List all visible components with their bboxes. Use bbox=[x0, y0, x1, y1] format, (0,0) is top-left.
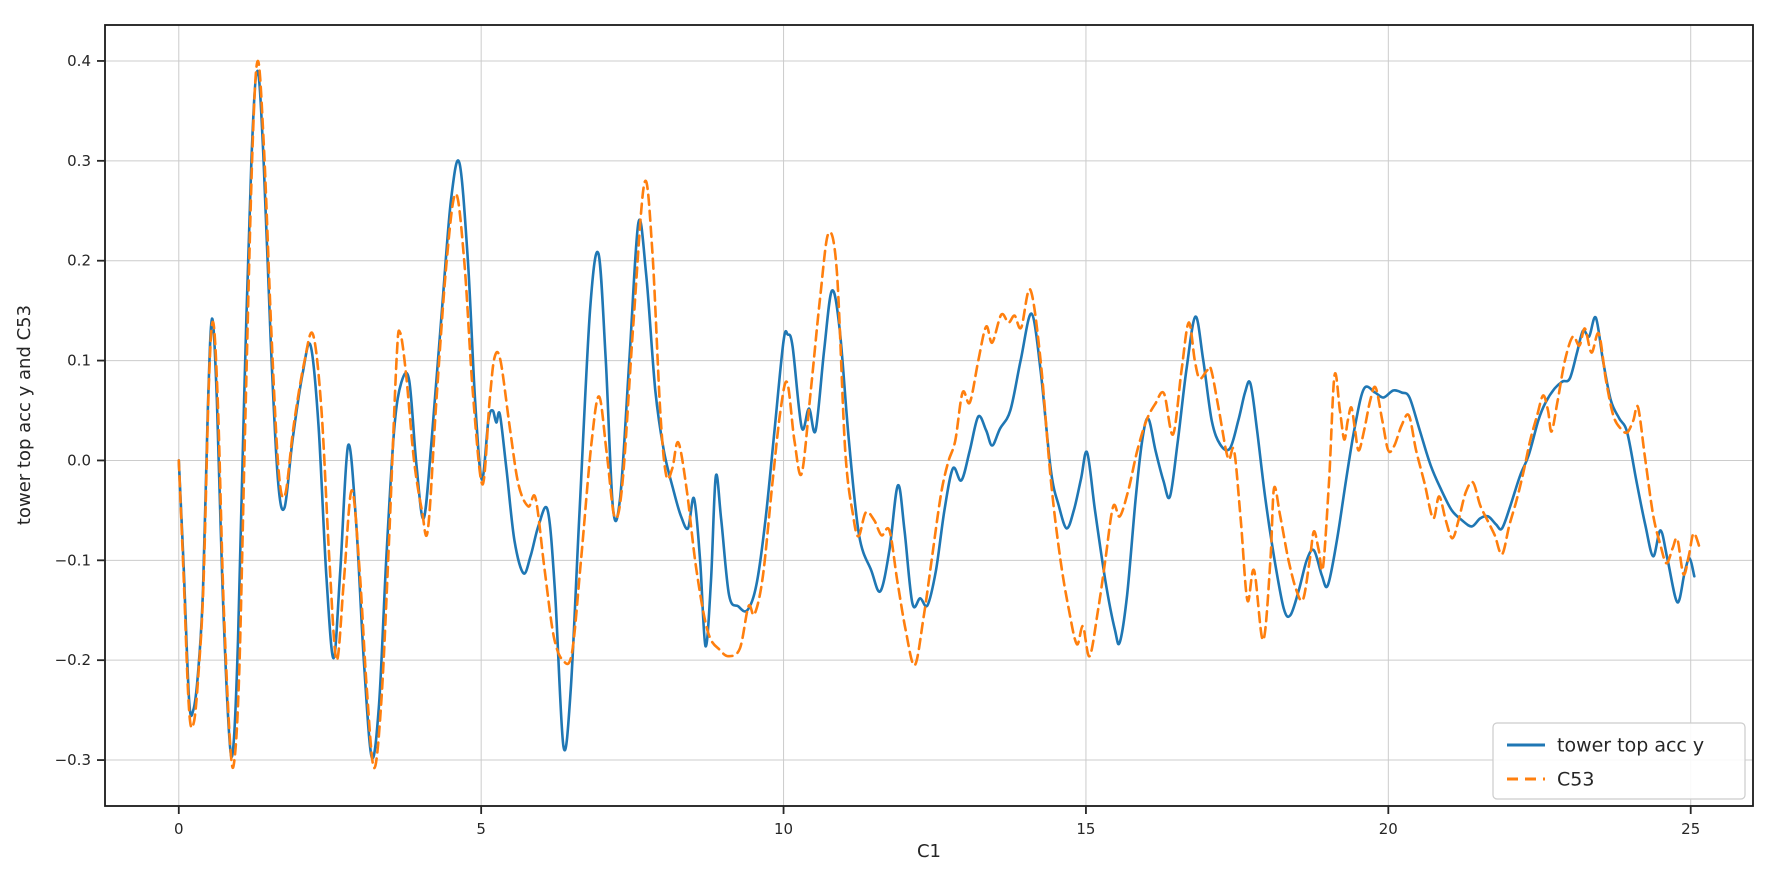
y-tick-label: 0.1 bbox=[67, 352, 91, 370]
axes-spines bbox=[104, 24, 1754, 807]
x-tick-label: 10 bbox=[774, 820, 793, 838]
y-axis-label: tower top acc y and C53 bbox=[14, 305, 35, 525]
legend-box bbox=[1492, 722, 1746, 800]
legend-label: C53 bbox=[1557, 769, 1594, 791]
y-tick-label: −0.3 bbox=[55, 751, 91, 769]
y-tick-label: 0.2 bbox=[67, 252, 91, 270]
legend-label: tower top acc y bbox=[1557, 735, 1704, 757]
series-line-C53 bbox=[177, 59, 1702, 770]
series-line-tower-top-acc-y bbox=[177, 69, 1696, 760]
y-tick-label: −0.2 bbox=[55, 651, 91, 669]
y-tick-label: 0.3 bbox=[67, 152, 91, 170]
x-tick-label: 25 bbox=[1681, 820, 1700, 838]
x-tick-label: 5 bbox=[476, 820, 486, 838]
x-tick-label: 15 bbox=[1076, 820, 1095, 838]
x-tick-label: 20 bbox=[1379, 820, 1398, 838]
legend: tower top acc y C53 bbox=[1492, 722, 1746, 800]
axes-layer: 0 5 10 15 20 25 −0.3 −0.2 −0.1 0.0 0.1 0.2 0.3 0.4 bbox=[55, 24, 1754, 838]
y-tick-label: −0.1 bbox=[55, 551, 91, 569]
series-layer bbox=[177, 59, 1702, 770]
grid-layer bbox=[105, 25, 1753, 806]
y-tick-label: 0.0 bbox=[67, 451, 91, 469]
x-axis-label: C1 bbox=[917, 841, 941, 862]
y-tick-label: 0.4 bbox=[67, 52, 91, 70]
x-tick-label: 0 bbox=[174, 820, 184, 838]
